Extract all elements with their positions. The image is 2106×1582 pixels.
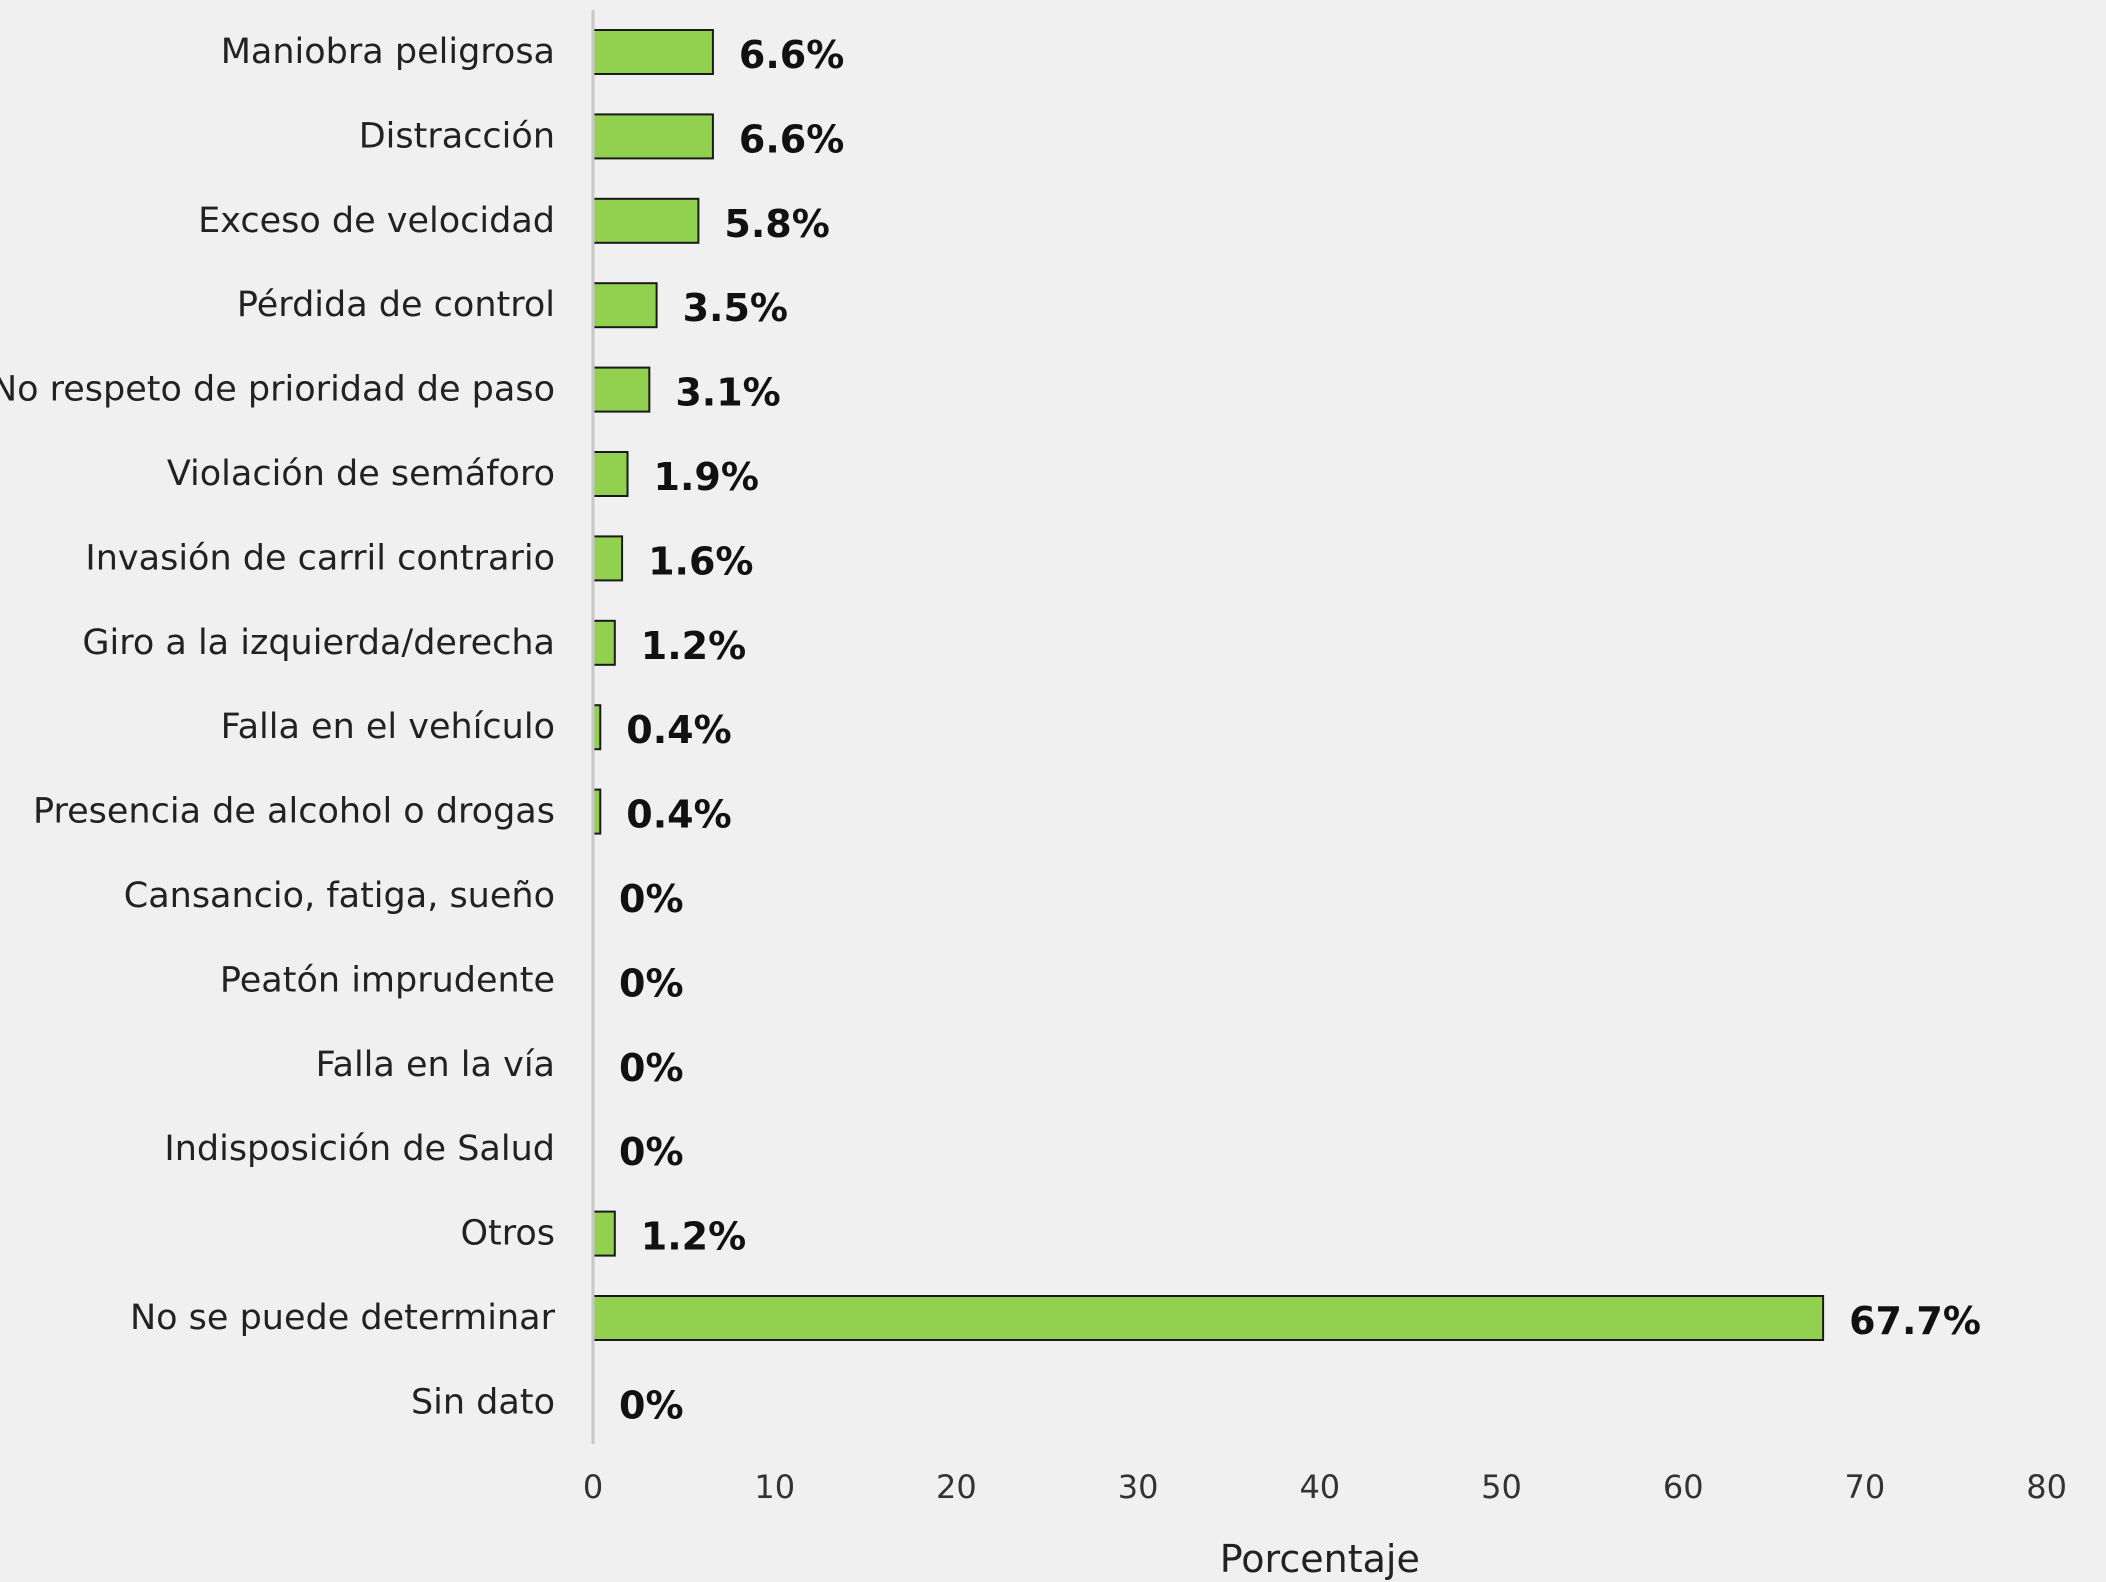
- bars-group: [592, 29, 1825, 1341]
- x-tick-label: 10: [754, 1468, 795, 1506]
- category-label: No se puede determinar: [130, 1298, 556, 1338]
- data-label: 0.4%: [626, 793, 731, 837]
- category-label: Sin dato: [411, 1382, 555, 1422]
- category-label: Invasión de carril contrario: [85, 538, 555, 578]
- data-label: 0%: [619, 961, 684, 1005]
- bar: [592, 29, 714, 75]
- data-label: 3.5%: [683, 286, 788, 330]
- x-tick-label: 50: [1481, 1468, 1522, 1506]
- x-tick-label: 0: [583, 1468, 603, 1506]
- data-label: 0%: [619, 1130, 684, 1174]
- bar: [592, 1210, 616, 1257]
- category-label: Peatón imprudente: [220, 960, 555, 1000]
- category-label: Pérdida de control: [237, 285, 555, 325]
- x-axis-title: Porcentaje: [1220, 1537, 1420, 1581]
- data-label: 0%: [619, 1383, 684, 1427]
- category-label: Indisposición de Salud: [164, 1129, 555, 1169]
- x-tick-label: 60: [1663, 1468, 1704, 1506]
- category-label: No respeto de prioridad de paso: [0, 370, 555, 410]
- data-label: 0%: [619, 877, 684, 921]
- bar: [592, 366, 651, 413]
- category-label: Exceso de velocidad: [198, 201, 555, 241]
- data-label: 6.6%: [739, 33, 844, 77]
- x-axis-ticks: 0 10 20 30 40 50 60 70 80: [583, 1468, 2067, 1506]
- bar: [592, 113, 714, 160]
- data-label: 0.4%: [626, 708, 731, 752]
- category-label: Distracción: [359, 116, 555, 156]
- bar: [592, 1295, 1825, 1341]
- data-label: 1.2%: [641, 1215, 746, 1259]
- data-label: 1.2%: [641, 624, 746, 668]
- category-labels: Maniobra peligrosa Distracción Exceso de v…: [0, 32, 556, 1422]
- data-labels: 6.6% 6.6% 5.8% 3.5% 3.1% 1.9% 1.6% 1.2% 0.4% 0.4%…: [619, 33, 1981, 1427]
- category-label: Falla en el vehículo: [221, 707, 555, 747]
- x-tick-label: 30: [1118, 1468, 1159, 1506]
- bar: [592, 535, 624, 582]
- category-label: Maniobra peligrosa: [221, 32, 555, 72]
- data-label: 1.9%: [654, 455, 759, 499]
- data-label: 0%: [619, 1046, 684, 1090]
- bar: [592, 619, 616, 666]
- x-tick-label: 20: [936, 1468, 977, 1506]
- data-label: 5.8%: [724, 202, 829, 246]
- category-label: Violación de semáforo: [167, 454, 555, 494]
- category-label: Giro a la izquierda/derecha: [82, 623, 555, 663]
- category-label: Cansancio, fatiga, sueño: [124, 876, 555, 916]
- x-tick-label: 80: [2026, 1468, 2067, 1506]
- data-label: 3.1%: [675, 371, 780, 415]
- data-label: 1.6%: [648, 539, 753, 583]
- category-label: Otros: [460, 1214, 555, 1254]
- bar: [592, 282, 658, 329]
- x-tick-label: 40: [1299, 1468, 1340, 1506]
- category-label: Falla en la vía: [316, 1045, 555, 1085]
- data-label: 6.6%: [739, 117, 844, 161]
- bar: [592, 451, 629, 497]
- category-label: Presencia de alcohol o drogas: [33, 792, 555, 832]
- data-label: 67.7%: [1849, 1299, 1981, 1343]
- x-tick-label: 70: [1845, 1468, 1886, 1506]
- bar: [592, 197, 700, 244]
